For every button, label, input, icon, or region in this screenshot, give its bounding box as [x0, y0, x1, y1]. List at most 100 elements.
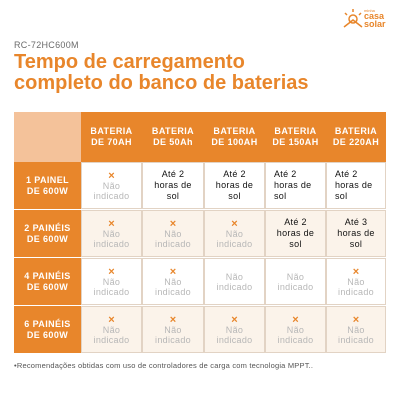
not-indicated-x-icon: ×: [352, 313, 360, 326]
header-line-1: BATERIA: [334, 126, 378, 136]
row-header-label: 6 PAINÉIS DE 600W: [24, 319, 70, 341]
logo-word-2: solar: [364, 19, 386, 29]
table-cell: Até 2 horas de sol: [142, 162, 204, 209]
table-cell: × Não indicado: [81, 162, 142, 209]
not-indicated-text-1: Não: [347, 324, 365, 335]
charging-table: BATERIA DE 70AH BATERIA DE 50Ah BATERIA DE 10…: [14, 112, 386, 353]
not-indicated-text-1: Não: [102, 276, 121, 287]
header-line-1: BATERIA: [213, 126, 256, 136]
not-indicated-text-2: indicado: [155, 334, 191, 345]
row-line-1: 1 PAINEL: [25, 174, 70, 185]
column-header-label: BATERIA DE 50Ah: [152, 126, 194, 148]
not-indicated-x-icon: ×: [169, 217, 177, 230]
not-indicated-text-1: Não: [286, 271, 305, 282]
not-indicated-text-2: indicado: [93, 334, 130, 345]
charge-time-line-1: Até 2: [274, 169, 297, 179]
table-cell: × Não indicado: [326, 258, 386, 305]
not-indicated-text-2: indicado: [93, 286, 130, 297]
table-cell: Não indicado: [204, 258, 265, 305]
header-line-2: DE 50Ah: [153, 137, 193, 147]
charge-time-line-2: horas de: [154, 180, 192, 190]
model-code: RC-72HC600M: [14, 40, 79, 50]
table-cell: Até 2 horas de sol: [265, 210, 326, 257]
row-header-label: 1 PAINEL DE 600W: [26, 175, 69, 197]
table-corner: [14, 112, 81, 162]
not-indicated-text-2: indicado: [93, 190, 130, 201]
column-header-label: BATERIA DE 100AH: [211, 126, 257, 148]
sun-house-icon: [343, 9, 363, 28]
header-line-1: BATERIA: [151, 126, 195, 136]
column-header-label: BATERIA DE 70AH: [90, 126, 132, 148]
column-header: BATERIA DE 70AH: [81, 112, 142, 162]
header-line-2: DE 70AH: [91, 137, 132, 147]
table-cell: × Não indicado: [81, 210, 142, 257]
table-cell: Não indicado: [265, 258, 326, 305]
not-indicated-text-1: Não: [164, 324, 182, 335]
row-line-1: 4 PAINÉIS: [24, 270, 71, 281]
charge-time-line-1: Até 2: [335, 169, 358, 179]
logo-word-1: casa: [364, 11, 385, 21]
not-indicated-text-1: Não: [102, 228, 121, 239]
charge-time-line-3: sol: [166, 191, 180, 201]
not-indicated-text-1: Não: [225, 228, 244, 239]
charge-time-line-2: horas de: [276, 228, 315, 238]
not-indicated-text-2: indicado: [216, 334, 253, 345]
charge-time-line-2: horas de: [337, 228, 375, 238]
row-line-2: DE 600W: [26, 329, 69, 340]
column-header: BATERIA DE 150AH: [265, 112, 326, 162]
not-indicated-text-2: indicado: [216, 281, 253, 292]
row-header-label: 4 PAINÉIS DE 600W: [24, 271, 70, 293]
title-line-1: Tempo de carregamento: [14, 51, 245, 73]
not-indicated-text-2: indicado: [216, 238, 253, 249]
table-cell: × Não indicado: [142, 306, 204, 353]
table-cell: × Não indicado: [326, 306, 386, 353]
not-indicated-text-2: indicado: [338, 334, 374, 345]
not-indicated-text-1: Não: [347, 276, 365, 287]
header-line-2: DE 100AH: [211, 137, 258, 147]
column-header: BATERIA DE 100AH: [204, 112, 265, 162]
not-indicated-text-2: indicado: [277, 281, 314, 292]
charge-time-line-2: horas de: [215, 180, 254, 190]
not-indicated-x-icon: ×: [292, 313, 299, 326]
not-indicated-x-icon: ×: [231, 313, 238, 326]
charge-time-line-1: Até 2: [284, 217, 307, 227]
charge-time-line-3: sol: [335, 191, 348, 201]
not-indicated-text-2: indicado: [277, 334, 314, 345]
table-cell: × Não indicado: [142, 258, 204, 305]
not-indicated-text-2: indicado: [338, 286, 374, 297]
row-header: 4 PAINÉIS DE 600W: [14, 258, 81, 305]
not-indicated-text-1: Não: [164, 276, 182, 287]
charge-time-line-3: sol: [349, 239, 363, 249]
table-cell: Até 2 horas de sol: [326, 162, 386, 209]
not-indicated-x-icon: ×: [352, 265, 360, 278]
column-header-label: BATERIA DE 220AH: [333, 126, 379, 148]
table-cell: × Não indicado: [81, 258, 142, 305]
header-line-2: DE 220AH: [332, 137, 380, 147]
table-cell: × Não indicado: [142, 210, 204, 257]
not-indicated-x-icon: ×: [169, 265, 177, 278]
charge-time-line-1: Até 2: [223, 169, 246, 179]
header-line-2: DE 150AH: [272, 137, 319, 147]
not-indicated-x-icon: ×: [108, 217, 115, 230]
not-indicated-text-2: indicado: [155, 238, 191, 249]
table-cell: × Não indicado: [81, 306, 142, 353]
charge-time-line-2: horas de: [274, 180, 312, 190]
title-line-2: completo do banco de baterias: [14, 72, 309, 94]
column-header: BATERIA DE 220AH: [326, 112, 386, 162]
not-indicated-x-icon: ×: [108, 265, 115, 278]
not-indicated-x-icon: ×: [108, 313, 115, 326]
not-indicated-text-1: Não: [225, 324, 244, 335]
not-indicated-x-icon: ×: [169, 313, 177, 326]
row-header-label: 2 PAINÉIS DE 600W: [24, 223, 70, 245]
not-indicated-text-2: indicado: [93, 238, 130, 249]
brand-logo: minha casa solar: [342, 6, 392, 40]
row-header: 6 PAINÉIS DE 600W: [14, 306, 81, 353]
charge-time-line-3: sol: [228, 191, 241, 201]
not-indicated-text-1: Não: [164, 228, 182, 239]
table-cell: × Não indicado: [204, 306, 265, 353]
charge-time-line-1: Até 2: [161, 169, 185, 179]
charge-time-line-1: Até 3: [344, 217, 368, 227]
table-cell: × Não indicado: [265, 306, 326, 353]
not-indicated-text-1: Não: [225, 271, 244, 282]
header-line-1: BATERIA: [274, 126, 317, 136]
